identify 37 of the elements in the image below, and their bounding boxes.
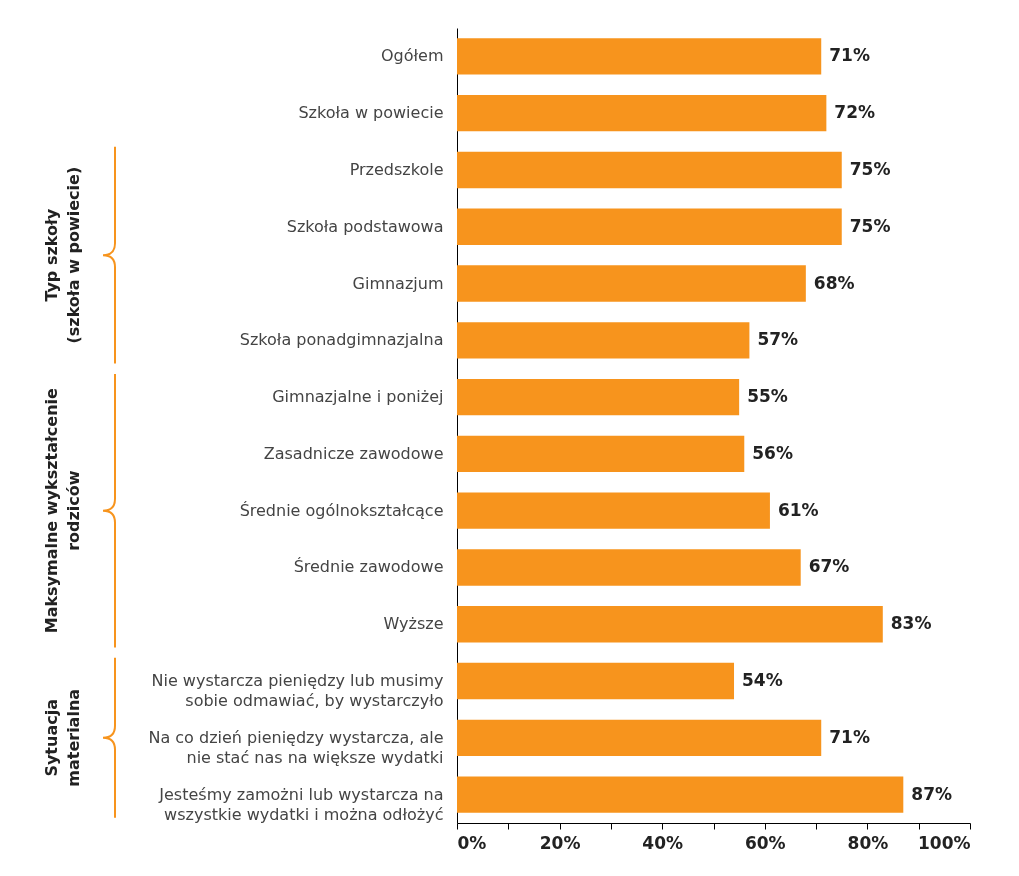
data-label: 57% (757, 329, 799, 350)
text: Sytuacja materialna (42, 688, 83, 787)
data-label: 67% (808, 556, 850, 577)
data-label: 72% (834, 102, 876, 123)
y-tick-label: Wyższe (383, 614, 444, 634)
text: Typ szkoły (szkoła w powiecie) (42, 166, 83, 344)
y-tick-label: Gimnazjum (352, 273, 444, 293)
data-label: 61% (777, 499, 819, 520)
y-tick-label: Jesteśmy zamożni lub wystarcza na wszystkie wydatki i można odłożyć (158, 784, 444, 824)
data-label: 54% (742, 670, 783, 691)
data-label: 55% (747, 386, 788, 407)
y-tick-label: Na co dzień pieniędzy wystarcza, ale nie stać nas na większe wydatki (148, 727, 444, 767)
y-tick-label: Średnie ogólnokształcące (239, 500, 444, 520)
data-label: 71% (829, 45, 870, 66)
data-label: 75% (849, 215, 891, 236)
y-tick-label: Przedszkole (349, 159, 444, 179)
text: Maksymalne wykształcenie rodziców (42, 387, 83, 634)
y-tick-label: Szkoła podstawowa (286, 216, 444, 236)
y-tick-label: Zasadnicze zawodowe (263, 443, 444, 463)
x-tick-label: 60% (744, 832, 786, 853)
data-label: 75% (849, 158, 891, 179)
data-label: 71% (829, 726, 870, 747)
x-tick-label: 100% (917, 832, 971, 853)
x-tick-label: 80% (847, 832, 889, 853)
y-tick-label: Ogółem (380, 46, 444, 66)
y-tick-label: Szkoła w powiecie (298, 103, 444, 123)
data-label: 87% (911, 783, 953, 804)
y-tick-label: Gimnazjalne i poniżej (272, 387, 444, 407)
x-tick-label: 20% (539, 832, 581, 853)
x-tick-label: 0% (457, 832, 487, 853)
y-tick-label: Średnie zawodowe (293, 557, 444, 577)
y-tick-label: Szkoła ponadgimnazjalna (239, 330, 444, 350)
y-tick-label: Nie wystarcza pieniędzy lub musimy sobie odmawiać, by wystarczyło (151, 671, 444, 711)
x-tick-label: 40% (642, 832, 684, 853)
data-label: 83% (890, 613, 932, 634)
data-label: 56% (752, 442, 793, 463)
data-label: 68% (813, 272, 855, 293)
